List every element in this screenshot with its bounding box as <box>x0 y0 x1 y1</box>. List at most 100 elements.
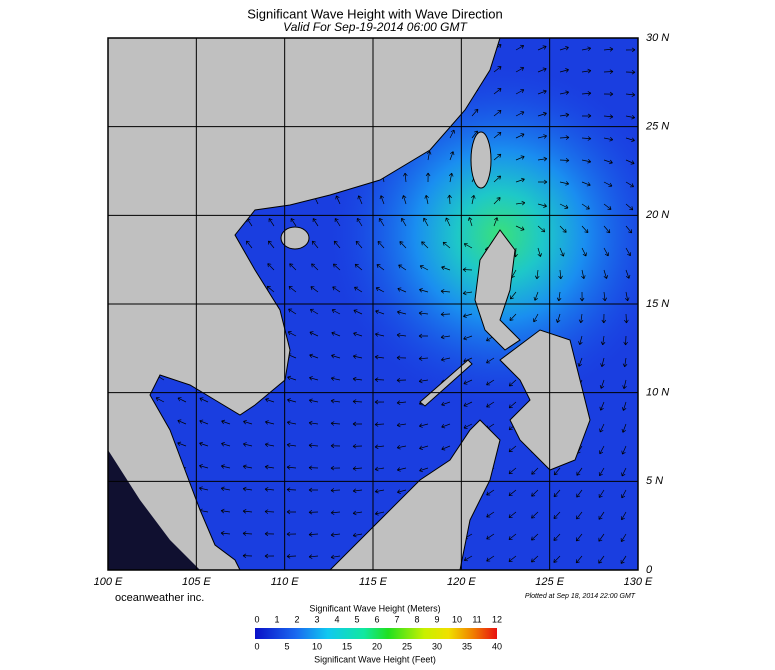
wave-arrow <box>581 203 590 210</box>
wave-arrow <box>537 247 542 257</box>
wave-arrow <box>575 533 583 542</box>
wave-arrow <box>290 218 297 227</box>
wave-arrow <box>330 465 341 471</box>
wave-arrow <box>374 377 385 382</box>
axis-labels: 100 E 105 E 110 E 115 E 120 E 125 E 130 E0 5 N 1… <box>94 32 670 588</box>
feet-tick-label: 25 <box>402 641 412 651</box>
wave-arrow <box>396 422 407 428</box>
wave-arrow <box>374 444 385 450</box>
subtitle: Valid For Sep-19-2014 06:00 GMT <box>283 20 468 34</box>
wave-arrow <box>603 203 612 210</box>
wave-arrow <box>448 172 454 183</box>
wave-arrow <box>537 45 547 51</box>
wave-arrow <box>537 89 547 95</box>
feet-tick-label: 40 <box>492 641 502 651</box>
wave-arrow <box>177 419 187 425</box>
wave-arrow <box>199 419 209 425</box>
wave-arrow <box>462 267 473 272</box>
wave-arrow <box>440 289 451 294</box>
wave-arrow <box>486 357 495 364</box>
wave-arrow <box>308 509 319 515</box>
lon-label: 100 E <box>94 576 123 588</box>
lat-label: 20 N <box>645 209 669 221</box>
wave-arrow <box>624 313 629 324</box>
wave-arrow <box>399 241 407 249</box>
wave-arrow <box>493 131 502 139</box>
wave-arrow <box>515 111 525 117</box>
wave-arrow <box>603 69 614 74</box>
wave-arrow <box>333 240 341 249</box>
wave-arrow <box>559 112 570 118</box>
wave-arrow <box>268 218 275 227</box>
wave-arrow <box>374 332 385 337</box>
wave-arrow <box>553 489 561 498</box>
wave-arrow <box>426 150 432 161</box>
wave-arrow <box>515 200 526 206</box>
wave-arrow <box>576 467 583 476</box>
lat-label: 15 N <box>646 298 669 310</box>
wave-arrow <box>462 290 473 296</box>
wave-arrow <box>621 445 627 455</box>
wave-arrow <box>603 269 608 279</box>
lon-label: 105 E <box>182 576 211 588</box>
wave-arrow <box>330 532 341 538</box>
wave-arrow <box>537 134 547 139</box>
wave-arrow <box>559 225 567 233</box>
wave-arrow <box>286 420 297 425</box>
wave-arrow <box>264 509 275 514</box>
wave-arrow <box>558 269 563 280</box>
feet-tick-label: 35 <box>462 641 472 651</box>
wave-arrow <box>289 263 297 271</box>
wave-arrow <box>486 379 495 386</box>
wave-arrow <box>246 240 253 249</box>
wave-arrow <box>286 554 297 559</box>
wave-arrow <box>531 511 539 519</box>
lon-label: 115 E <box>359 576 388 588</box>
meters-tick-label: 2 <box>294 614 299 624</box>
wave-arrow <box>581 159 592 164</box>
wave-arrow <box>603 225 611 234</box>
wave-arrow <box>463 242 473 249</box>
wave-arrow <box>445 217 451 227</box>
meters-tick-label: 10 <box>452 614 462 624</box>
wave-arrow <box>354 286 363 293</box>
lat-label: 25 N <box>645 121 669 133</box>
wave-arrow <box>600 335 606 346</box>
wave-arrow <box>603 181 613 187</box>
wave-arrow <box>556 291 562 302</box>
wave-arrow <box>598 467 605 477</box>
wave-arrow <box>508 489 517 497</box>
meters-tick-label: 5 <box>354 614 359 624</box>
wave-arrow <box>308 443 319 448</box>
wave-arrow <box>515 88 525 95</box>
lat-label: 30 N <box>646 32 669 44</box>
wave-arrow <box>331 309 341 315</box>
graticule <box>108 38 638 570</box>
wave-arrow <box>352 376 363 382</box>
wave-arrow <box>576 489 583 498</box>
wave-arrow <box>508 379 517 387</box>
wave-arrow <box>396 377 407 383</box>
wave-arrow <box>331 331 341 337</box>
wave-arrow <box>396 467 407 472</box>
wave-arrow <box>309 353 319 359</box>
meters-tick-label: 11 <box>472 614 481 624</box>
wave-arrow <box>155 397 165 403</box>
wave-arrow <box>510 291 517 300</box>
wave-arrow <box>537 111 547 117</box>
wave-arrow <box>308 487 319 493</box>
wave-arrow <box>623 335 628 346</box>
wave-arrow <box>601 313 607 324</box>
wave-arrow <box>286 509 297 515</box>
feet-tick-label: 20 <box>372 641 382 651</box>
wave-arrow <box>553 467 561 476</box>
wave-arrow <box>331 354 341 359</box>
wave-arrow <box>352 466 363 471</box>
wave-arrow <box>266 285 275 293</box>
wave-arrow <box>508 555 517 562</box>
wave-arrow <box>620 555 627 564</box>
wave-arrow <box>220 531 231 536</box>
wave-arrow <box>493 175 502 183</box>
wave-arrow <box>242 509 253 514</box>
wave-arrow <box>357 195 363 205</box>
